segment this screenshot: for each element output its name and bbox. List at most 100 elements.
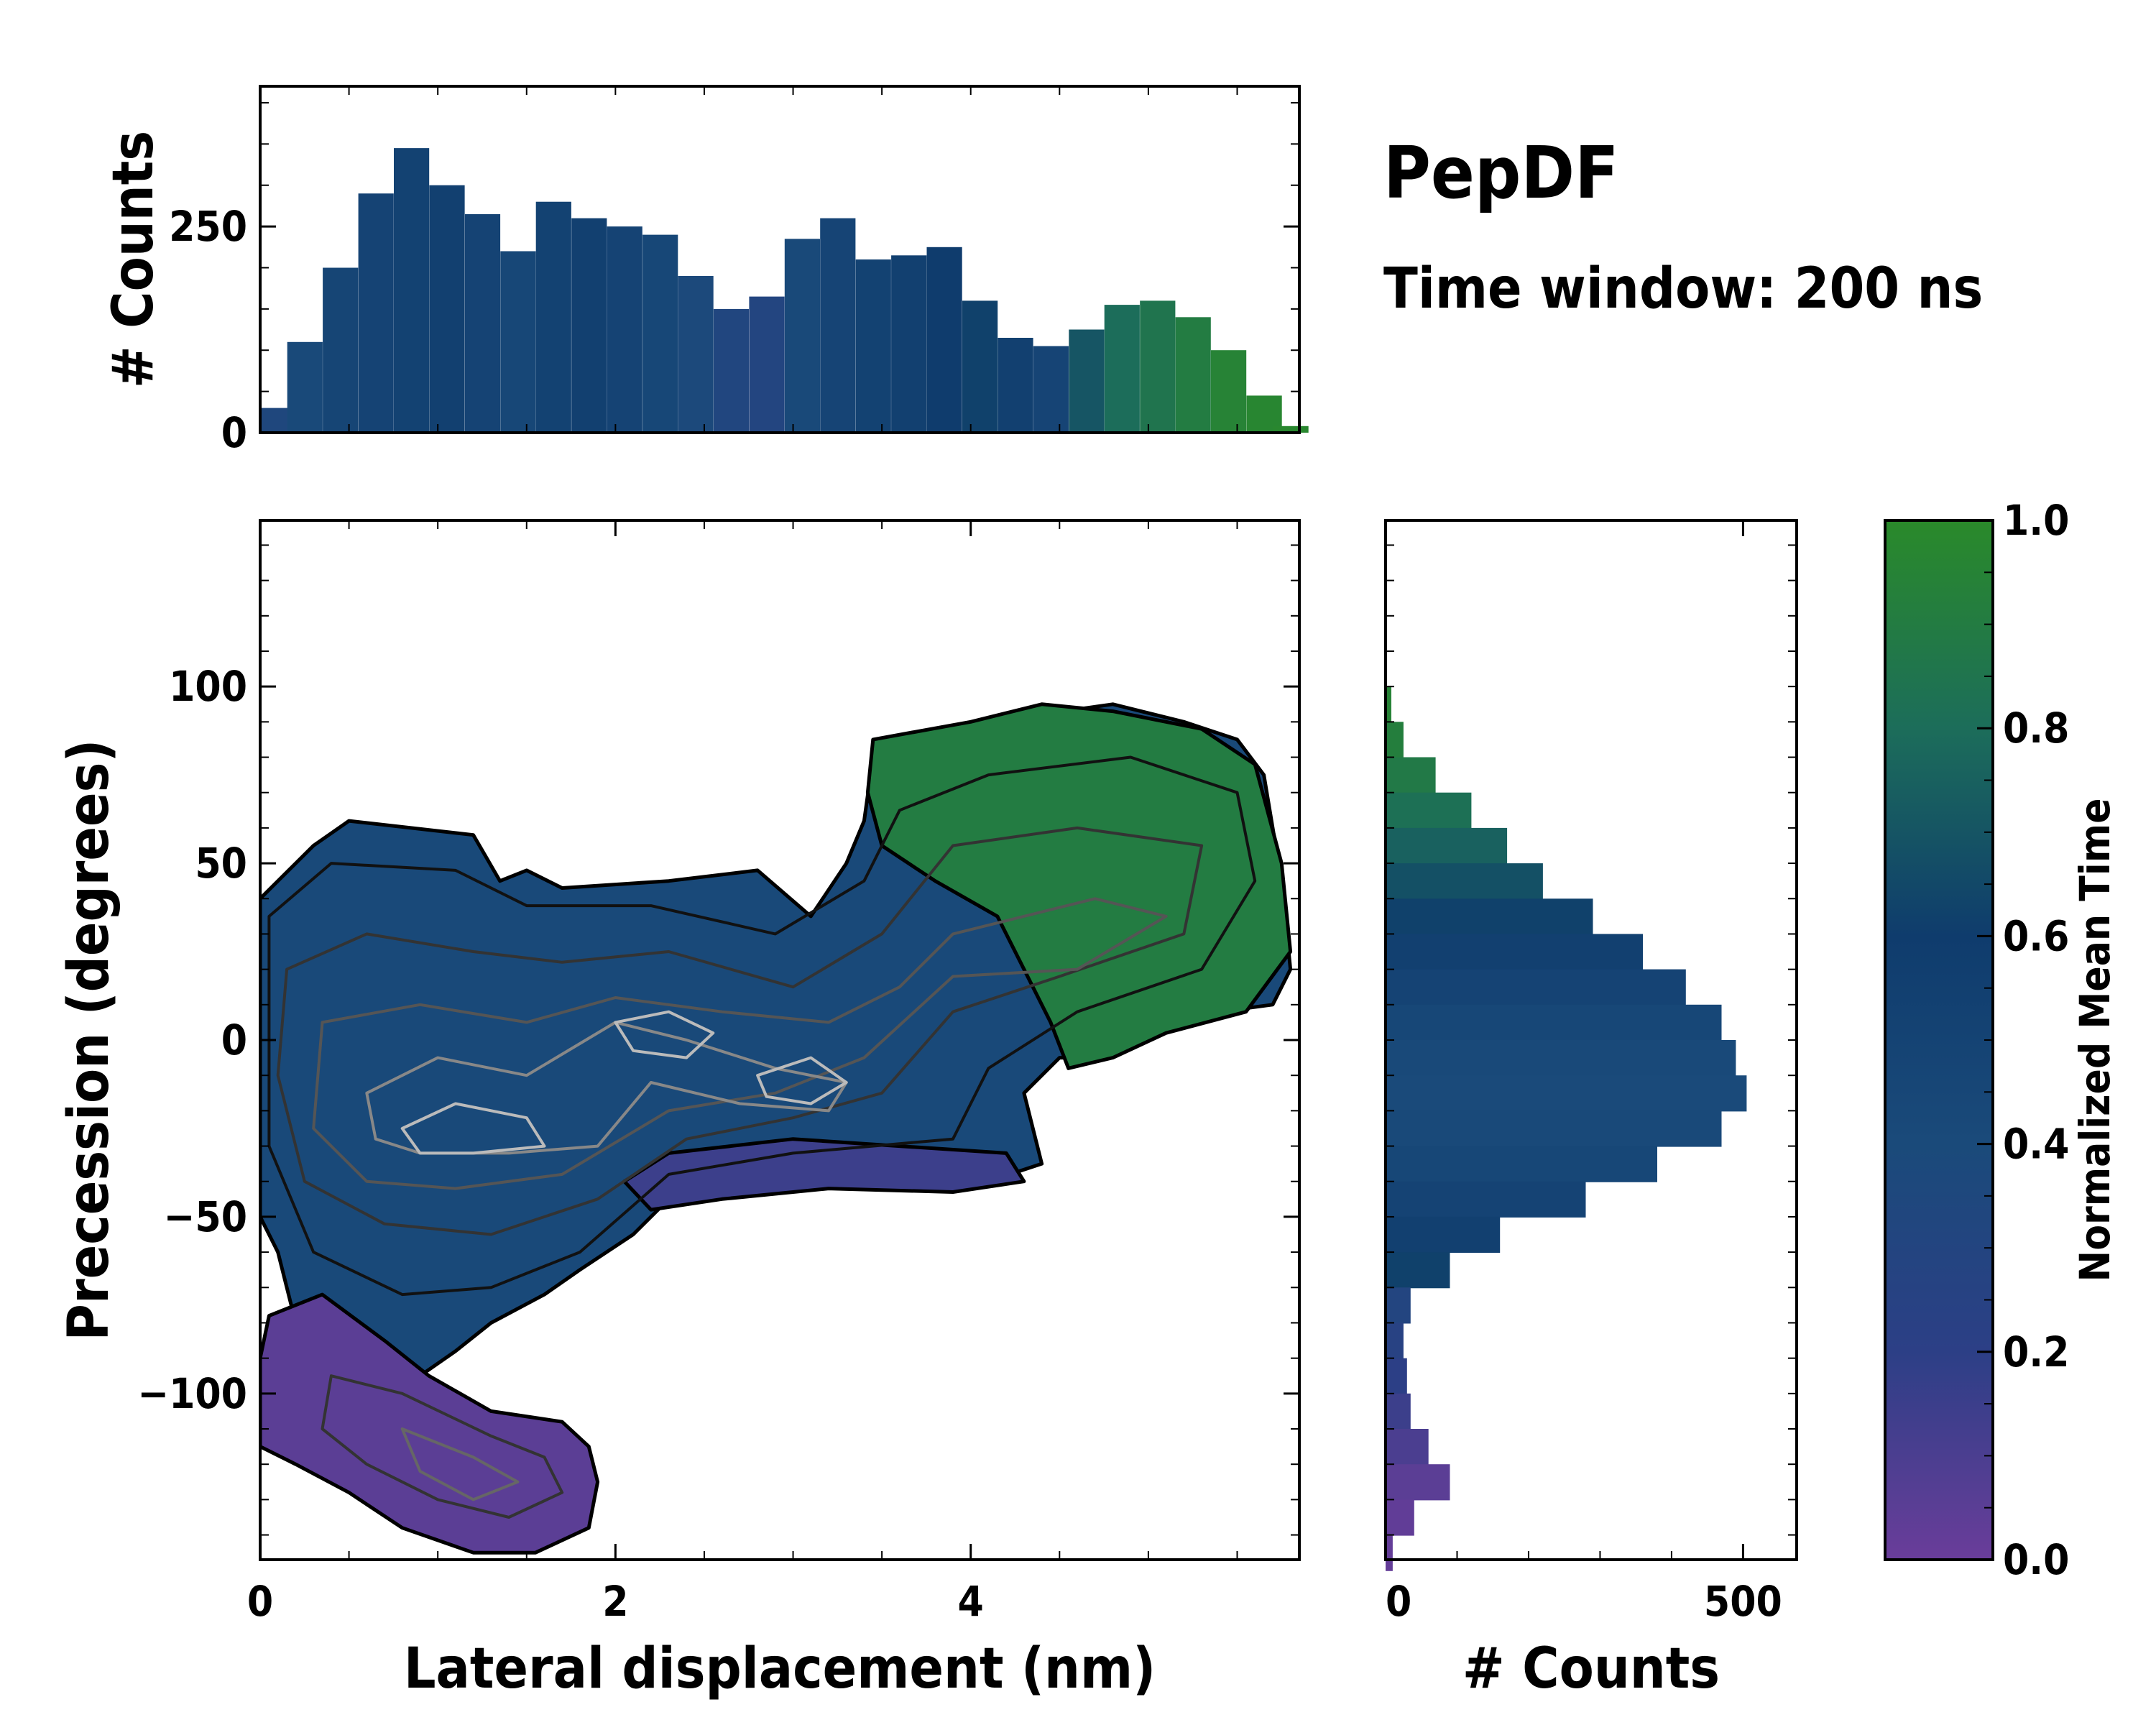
x-tick-label: 0 bbox=[247, 1577, 273, 1626]
top-hist-bar bbox=[394, 148, 430, 433]
top-hist-frame bbox=[259, 85, 1301, 434]
heatmap-regions bbox=[260, 702, 1293, 1555]
y-axis-title: Precession (degrees) bbox=[57, 740, 121, 1341]
region-green-basin bbox=[865, 702, 1293, 1070]
right-hist-bar bbox=[1386, 1322, 1404, 1359]
right-hist-bar bbox=[1386, 898, 1593, 935]
right-hist-bar bbox=[1386, 1535, 1393, 1571]
contour-level-3 bbox=[312, 897, 1168, 1190]
cbar-tick-label: 1.0 bbox=[2003, 496, 2069, 545]
right-hist-bar bbox=[1386, 1181, 1586, 1218]
cbar-tick-label: 0.2 bbox=[2003, 1328, 2069, 1376]
top-hist-bar bbox=[571, 218, 607, 433]
top-hist-bar bbox=[464, 213, 501, 433]
contour-level-5 bbox=[614, 1010, 715, 1059]
right-hist-bar bbox=[1386, 1393, 1411, 1430]
y-tick-label: −50 bbox=[164, 1192, 247, 1241]
right-x-tick-label: 500 bbox=[1704, 1577, 1782, 1626]
chart-title: PepDF bbox=[1383, 131, 1619, 215]
top-histogram: 0 250 # Counts bbox=[101, 85, 1309, 457]
x-axis-title: Lateral displacement (nm) bbox=[404, 1637, 1156, 1701]
top-hist-bar bbox=[323, 267, 359, 433]
top-hist-bar bbox=[1175, 317, 1211, 433]
top-hist-bar bbox=[607, 226, 642, 433]
top-hist-bar bbox=[500, 251, 536, 433]
y-tick-label: 50 bbox=[195, 839, 247, 888]
right-hist-bar bbox=[1386, 1004, 1722, 1041]
x-tick-label: 2 bbox=[602, 1577, 628, 1626]
top-hist-bar bbox=[1273, 426, 1309, 433]
right-x-tick-label: 0 bbox=[1386, 1577, 1411, 1626]
right-hist-bar bbox=[1386, 1252, 1450, 1289]
right-hist-bar bbox=[1386, 969, 1686, 1006]
contour-level-5 bbox=[756, 1056, 848, 1105]
colorbar-ticks: 0.0 0.2 0.4 0.6 0.8 1.0 bbox=[1977, 496, 2069, 1584]
right-hist-bar bbox=[1386, 757, 1436, 794]
top-hist-bar bbox=[1211, 350, 1247, 433]
top-hist-bar bbox=[820, 218, 856, 433]
top-hist-bar bbox=[1104, 305, 1140, 433]
right-hist-bars bbox=[1386, 686, 1747, 1571]
contour-level-5 bbox=[400, 1102, 546, 1155]
top-hist-bar bbox=[1140, 300, 1176, 433]
top-hist-bar bbox=[642, 234, 678, 433]
top-hist-bar bbox=[535, 201, 571, 433]
right-hist-xlabel: # Counts bbox=[1462, 1637, 1720, 1701]
contour-level-2 bbox=[321, 1374, 564, 1519]
right-hist-ticks: 0 500 bbox=[1384, 520, 1797, 1626]
right-hist-bar bbox=[1386, 1040, 1736, 1077]
region-purple-strip bbox=[622, 1137, 1026, 1212]
y-tick-label: 100 bbox=[169, 662, 247, 711]
contour-lines bbox=[267, 755, 1257, 1519]
right-hist-bar bbox=[1386, 1216, 1501, 1254]
main-ticks: 0 2 4 100 50 0 −50 −100 bbox=[137, 520, 1299, 1626]
region-lower-basin bbox=[260, 1292, 600, 1555]
top-hist-bar bbox=[1033, 346, 1069, 433]
top-hist-bar bbox=[962, 300, 998, 433]
right-hist-bar bbox=[1386, 1287, 1411, 1324]
top-hist-bar bbox=[287, 341, 323, 433]
contour-level-1 bbox=[267, 755, 1257, 1297]
top-hist-bar bbox=[891, 255, 927, 433]
chart-subtitle: Time window: 200 ns bbox=[1383, 257, 1983, 321]
right-histogram: 0 500 # Counts bbox=[1384, 519, 1798, 1701]
top-hist-bars bbox=[260, 148, 1309, 433]
y-tick-label: 0 bbox=[221, 1016, 247, 1064]
cbar-tick-label: 0.4 bbox=[2003, 1120, 2069, 1169]
top-hist-bar bbox=[749, 296, 785, 433]
colorbar-label: Normalized Mean Time bbox=[2070, 799, 2119, 1282]
right-hist-bar bbox=[1386, 792, 1472, 829]
right-hist-bar bbox=[1386, 1075, 1747, 1112]
top-hist-bar bbox=[1069, 329, 1105, 433]
top-hist-bar bbox=[926, 247, 962, 433]
top-hist-ylabel: # Counts bbox=[101, 131, 166, 388]
cbar-tick-label: 0.0 bbox=[2003, 1535, 2069, 1584]
top-hist-bar bbox=[855, 259, 891, 433]
y-tick-label: −100 bbox=[137, 1369, 247, 1418]
colorbar-gradient bbox=[1884, 519, 1994, 1561]
cbar-tick-label: 0.6 bbox=[2003, 911, 2069, 960]
top-hist-bar bbox=[429, 185, 465, 433]
right-hist-bar bbox=[1386, 1464, 1450, 1501]
right-hist-bar bbox=[1386, 827, 1508, 865]
contour-level-2 bbox=[276, 826, 1204, 1236]
right-hist-bar bbox=[1386, 1110, 1722, 1147]
right-hist-bar bbox=[1386, 1146, 1657, 1182]
right-hist-bar bbox=[1386, 934, 1644, 970]
colorbar: 0.0 0.2 0.4 0.6 0.8 1.0 Normalized Mean Time bbox=[1884, 496, 2119, 1584]
contour-level-3 bbox=[400, 1427, 520, 1501]
top-hist-bar bbox=[678, 276, 714, 433]
x-tick-label: 4 bbox=[958, 1577, 984, 1626]
right-hist-bar bbox=[1386, 863, 1543, 900]
right-hist-bar bbox=[1386, 686, 1391, 723]
right-hist-bar bbox=[1386, 1429, 1429, 1466]
right-hist-bar bbox=[1386, 722, 1404, 758]
right-hist-bar bbox=[1386, 1499, 1414, 1536]
top-y-tick-label: 0 bbox=[221, 408, 247, 457]
top-hist-ticks: 0 250 bbox=[169, 86, 1299, 457]
top-hist-bar bbox=[998, 338, 1033, 433]
top-hist-bar bbox=[784, 239, 820, 433]
main-panel: 0 2 4 100 50 0 −50 −100 Lateral displacement (n… bbox=[57, 519, 1301, 1701]
top-y-tick-label: 250 bbox=[169, 202, 247, 251]
